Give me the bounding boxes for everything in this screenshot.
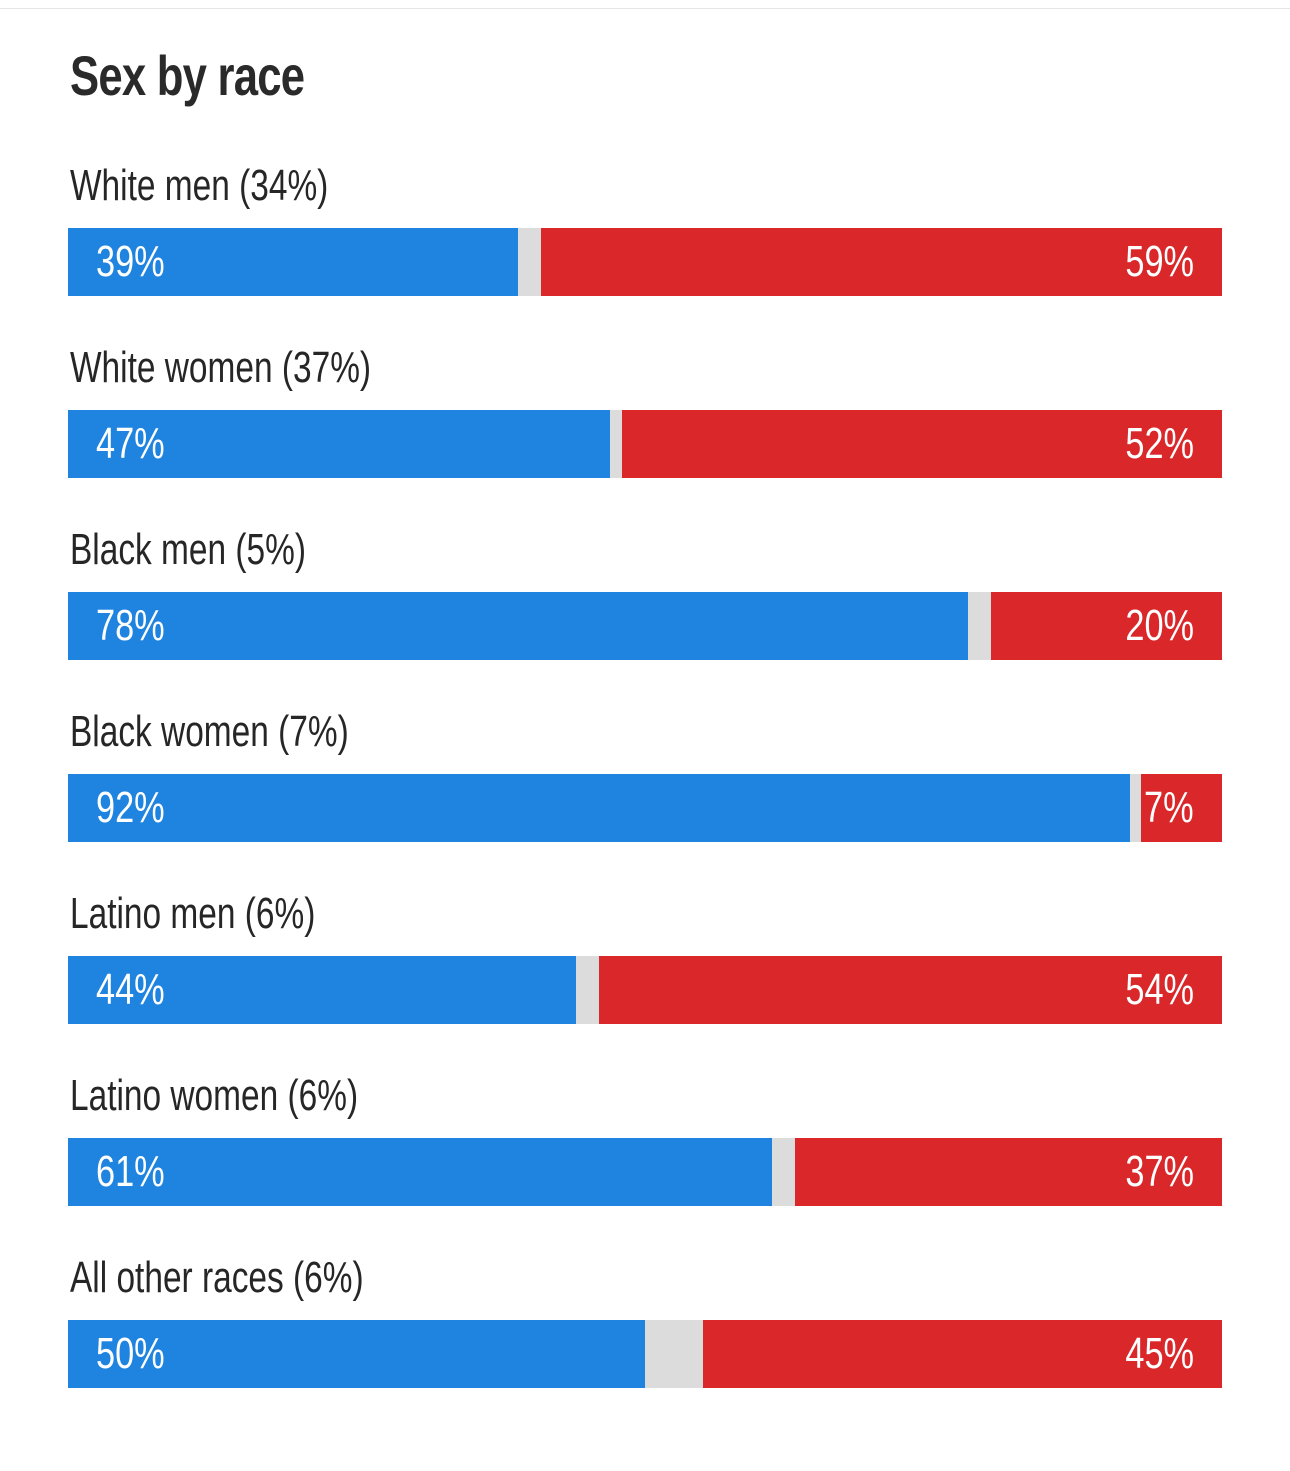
- bar-row: 39% 59%: [68, 228, 1222, 296]
- data-label-red: 54%: [1125, 965, 1194, 1014]
- category-label: White men (34%): [70, 161, 329, 210]
- data-label-red: 52%: [1125, 419, 1194, 468]
- bar-row: 47% 52%: [68, 410, 1222, 478]
- data-label-blue: 39%: [96, 237, 165, 286]
- bar-row: 50% 45%: [68, 1320, 1222, 1388]
- data-label-blue: 47%: [96, 419, 165, 468]
- data-label-blue: 44%: [96, 965, 165, 1014]
- category-label: Black men (5%): [70, 525, 307, 574]
- bar-segment-blue: [68, 410, 611, 478]
- category-label: All other races (6%): [70, 1253, 364, 1302]
- bar-segment-blue: [68, 1320, 645, 1388]
- category-label: Latino men (6%): [70, 889, 316, 938]
- bar-segment-red: [1141, 774, 1222, 842]
- bar-segment-red: [598, 956, 1222, 1024]
- data-label-red: 20%: [1125, 601, 1194, 650]
- data-label-red: 59%: [1125, 237, 1194, 286]
- bar-segment-red: [795, 1138, 1222, 1206]
- data-label-blue: 61%: [96, 1147, 165, 1196]
- bar-row: 44% 54%: [68, 956, 1222, 1024]
- data-label-red: 7%: [1144, 783, 1194, 832]
- bar-segment-red: [991, 592, 1222, 660]
- bar-segment-blue: [68, 228, 519, 296]
- category-label: Black women (7%): [70, 707, 349, 756]
- bar-segment-red: [621, 410, 1222, 478]
- category-label: White women (37%): [70, 343, 372, 392]
- data-label-blue: 92%: [96, 783, 165, 832]
- bar-segment-red: [702, 1320, 1222, 1388]
- bar-segment-blue: [68, 774, 1130, 842]
- chart-title: Sex by race: [70, 44, 305, 107]
- bar-segment-red: [541, 228, 1222, 296]
- bar-row: 61% 37%: [68, 1138, 1222, 1206]
- top-divider: [0, 8, 1290, 9]
- data-label-red: 45%: [1125, 1329, 1194, 1378]
- bar-segment-blue: [68, 592, 969, 660]
- bar-row: 78% 20%: [68, 592, 1222, 660]
- category-label: Latino women (6%): [70, 1071, 359, 1120]
- bar-segment-blue: [68, 956, 576, 1024]
- data-label-blue: 78%: [96, 601, 165, 650]
- bar-row: 92% 7%: [68, 774, 1222, 842]
- data-label-red: 37%: [1125, 1147, 1194, 1196]
- bar-segment-blue: [68, 1138, 772, 1206]
- data-label-blue: 50%: [96, 1329, 165, 1378]
